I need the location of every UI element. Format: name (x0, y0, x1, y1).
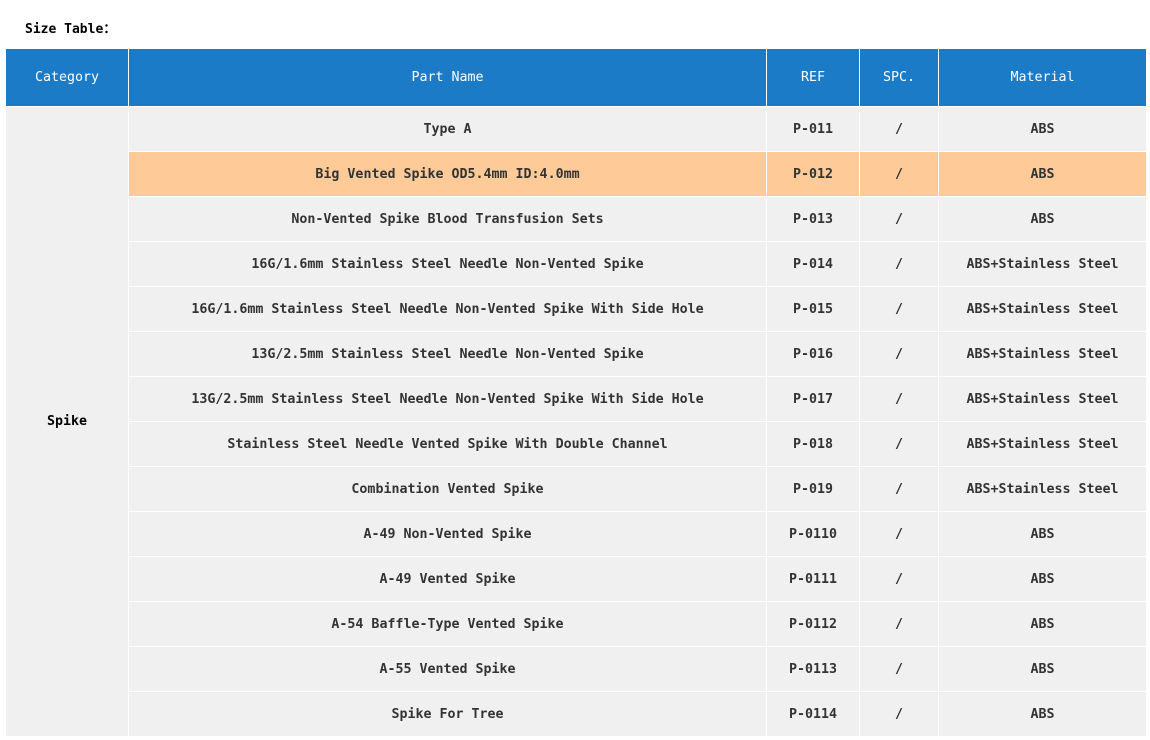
material-cell: ABS+Stainless Steel (938, 241, 1147, 287)
part-name-cell: A-54 Baffle-Type Vented Spike (128, 601, 767, 647)
table-row: Spike Type A P-011/ABS (5, 106, 1147, 737)
table-row: 16G/1.6mm Stainless Steel Needle Non-Ven… (6, 286, 1147, 332)
header-ref: REF (766, 48, 860, 107)
spc-cell: / (859, 601, 939, 647)
header-spc: SPC. (859, 48, 939, 107)
ref-cell: P-0112 (766, 601, 860, 647)
part-name-cell: 13G/2.5mm Stainless Steel Needle Non-Ven… (128, 376, 767, 422)
table-row: A-49 Non-Vented Spike P-0110/ABS (6, 511, 1147, 557)
ref-cell: P-0111 (766, 556, 860, 602)
header-row: Category Part Name REF SPC. Material (5, 48, 1147, 107)
material-cell: ABS (938, 106, 1147, 152)
material-cell: ABS+Stainless Steel (938, 466, 1147, 512)
spc-cell: / (859, 106, 939, 152)
size-table: Category Part Name REF SPC. Material Spi… (5, 48, 1147, 737)
material-cell: ABS (938, 196, 1147, 242)
ref-cell: P-0110 (766, 511, 860, 557)
material-cell: ABS (938, 646, 1147, 692)
spc-cell: / (859, 196, 939, 242)
size-table-title: Size Table： (25, 22, 117, 37)
material-cell: ABS (938, 556, 1147, 602)
material-cell: ABS (938, 151, 1147, 197)
table-row: 13G/2.5mm Stainless Steel Needle Non-Ven… (6, 331, 1147, 377)
part-name-cell: 16G/1.6mm Stainless Steel Needle Non-Ven… (128, 286, 767, 332)
table-row: Big Vented Spike OD5.4mm ID:4.0mm P-012/A… (6, 151, 1147, 197)
part-name-cell: Combination Vented Spike (128, 466, 767, 512)
ref-cell: P-014 (766, 241, 860, 287)
header-category: Category (5, 48, 129, 107)
header-part-name: Part Name (128, 48, 767, 107)
ref-cell: P-016 (766, 331, 860, 377)
part-name-cell: A-55 Vented Spike (128, 646, 767, 692)
spc-cell: / (859, 556, 939, 602)
part-name-cell: Spike For Tree (128, 691, 767, 737)
spc-cell: / (859, 241, 939, 287)
material-cell: ABS (938, 511, 1147, 557)
material-cell: ABS (938, 601, 1147, 647)
ref-cell: P-0114 (766, 691, 860, 737)
spc-cell: / (859, 511, 939, 557)
part-name-cell: A-49 Non-Vented Spike (128, 511, 767, 557)
table-row: Spike For Tree P-0114/ABS (6, 691, 1147, 737)
part-name-cell: A-49 Vented Spike (128, 556, 767, 602)
table-row: A-54 Baffle-Type Vented Spike P-0112/ABS (6, 601, 1147, 647)
table-row: Non-Vented Spike Blood Transfusion Sets P… (6, 196, 1147, 242)
spc-cell: / (859, 466, 939, 512)
spc-cell: / (859, 376, 939, 422)
table-row: 16G/1.6mm Stainless Steel Needle Non-Ven… (6, 241, 1147, 287)
part-name-cell: 13G/2.5mm Stainless Steel Needle Non-Ven… (128, 331, 767, 377)
part-name-cell: Big Vented Spike OD5.4mm ID:4.0mm (128, 151, 767, 197)
spc-cell: / (859, 691, 939, 737)
material-cell: ABS+Stainless Steel (938, 331, 1147, 377)
ref-cell: P-018 (766, 421, 860, 467)
material-cell: ABS+Stainless Steel (938, 376, 1147, 422)
part-name-cell: Stainless Steel Needle Vented Spike With… (128, 421, 767, 467)
ref-cell: P-015 (766, 286, 860, 332)
table-row: A-55 Vented Spike P-0113/ABS (6, 646, 1147, 692)
ref-cell: P-013 (766, 196, 860, 242)
ref-cell: P-0113 (766, 646, 860, 692)
table-row: 13G/2.5mm Stainless Steel Needle Non-Ven… (6, 376, 1147, 422)
table-row: Stainless Steel Needle Vented Spike With… (6, 421, 1147, 467)
material-cell: ABS (938, 691, 1147, 737)
spc-cell: / (859, 331, 939, 377)
part-name-cell: Non-Vented Spike Blood Transfusion Sets (128, 196, 767, 242)
ref-cell: P-019 (766, 466, 860, 512)
ref-cell: P-011 (766, 106, 860, 152)
spc-cell: / (859, 646, 939, 692)
part-name-cell: Type A (128, 106, 767, 152)
table-row: Combination Vented Spike P-019/ABS+Stainl… (6, 466, 1147, 512)
spc-cell: / (859, 421, 939, 467)
ref-cell: P-017 (766, 376, 860, 422)
category-cell: Spike (5, 106, 129, 737)
material-cell: ABS+Stainless Steel (938, 421, 1147, 467)
material-cell: ABS+Stainless Steel (938, 286, 1147, 332)
header-material: Material (938, 48, 1147, 107)
spc-cell: / (859, 286, 939, 332)
table-row: A-49 Vented Spike P-0111/ABS (6, 556, 1147, 602)
ref-cell: P-012 (766, 151, 860, 197)
spc-cell: / (859, 151, 939, 197)
part-name-cell: 16G/1.6mm Stainless Steel Needle Non-Ven… (128, 241, 767, 287)
